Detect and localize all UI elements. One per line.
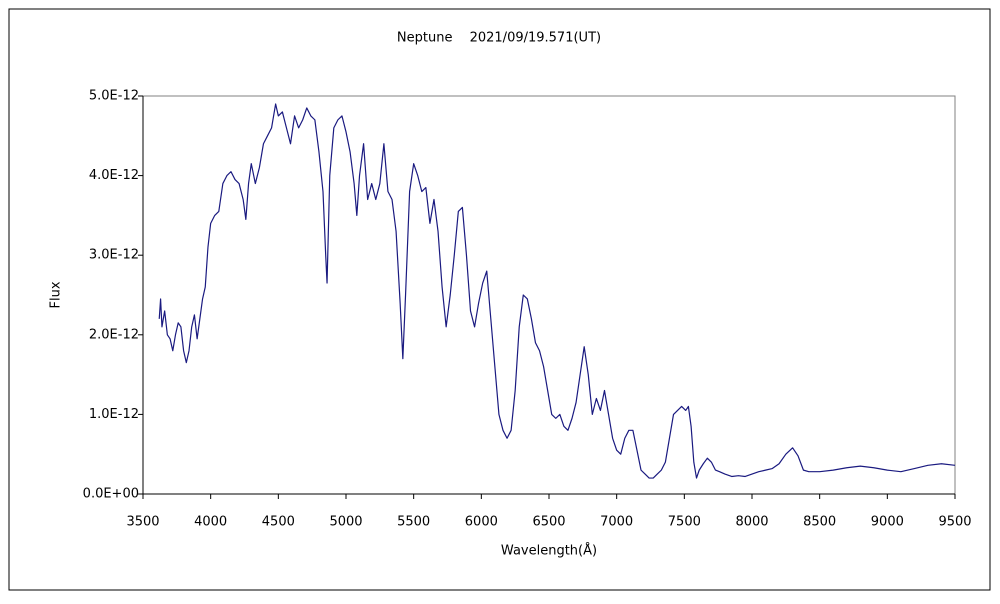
x-tick-label: 9500	[938, 515, 971, 530]
x-tick-label: 5500	[397, 515, 430, 530]
x-tick-label: 7000	[600, 515, 633, 530]
y-tick-label: 1.0E-12	[89, 407, 139, 422]
x-tick-label: 4500	[262, 515, 295, 530]
x-tick-label: 8500	[803, 515, 836, 530]
spectrum-line	[158, 103, 956, 479]
x-tick-label: 7500	[668, 515, 701, 530]
x-tick-label: 6000	[465, 515, 498, 530]
x-tick-label: 6500	[532, 515, 565, 530]
y-tick-label: 2.0E-12	[89, 327, 139, 342]
x-tick-label: 4000	[194, 515, 227, 530]
x-tick-label: 3500	[126, 515, 159, 530]
y-tick-label: 0.0E+00	[83, 487, 139, 502]
x-tick-label: 9000	[871, 515, 904, 530]
x-tick-label: 8000	[735, 515, 768, 530]
chart-title: Neptune 2021/09/19.571(UT)	[397, 31, 601, 46]
y-axis-label: Flux	[49, 281, 64, 308]
x-axis-label: Wavelength(Å)	[501, 543, 597, 559]
y-tick-label: 3.0E-12	[89, 248, 139, 263]
y-tick-label: 5.0E-12	[89, 89, 139, 104]
y-tick-label: 4.0E-12	[89, 168, 139, 183]
chart-frame	[8, 8, 991, 591]
x-tick-label: 5000	[329, 515, 362, 530]
